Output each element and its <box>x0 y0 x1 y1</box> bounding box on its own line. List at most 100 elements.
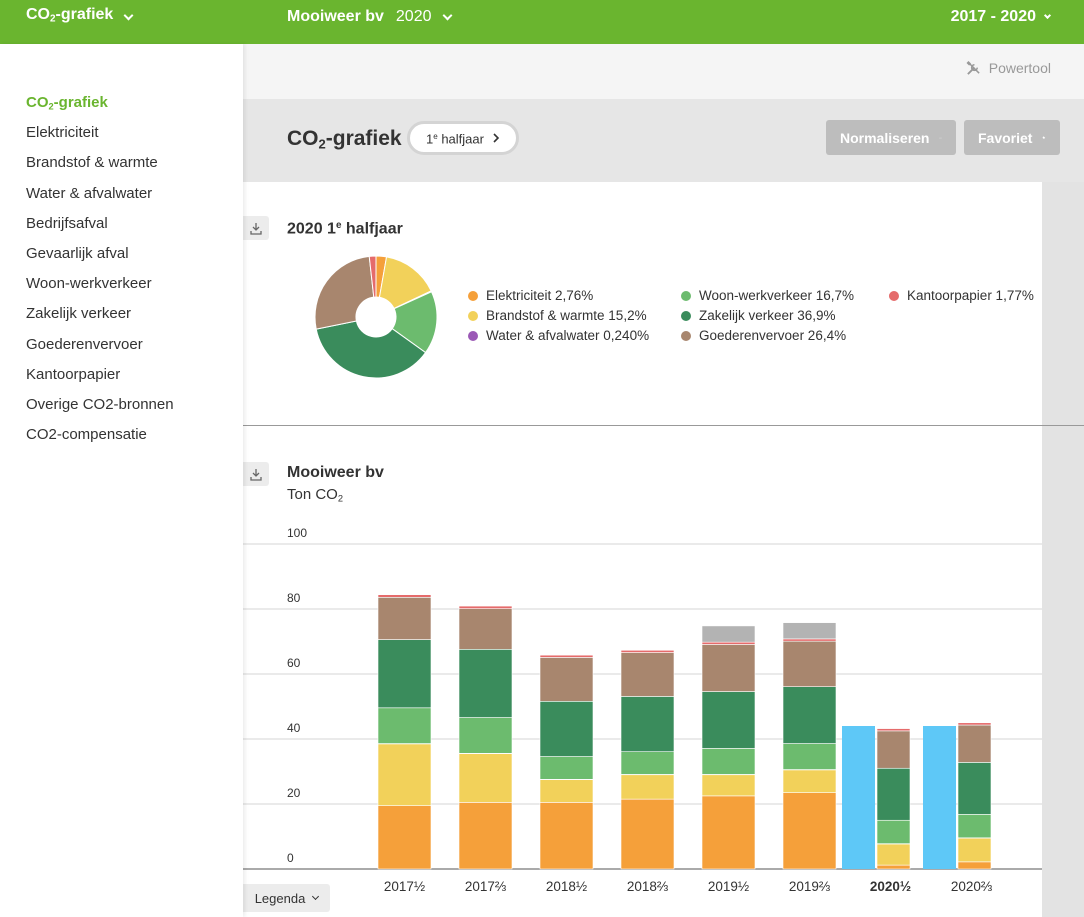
bar-segment-kantoorpapier[interactable] <box>701 641 756 645</box>
download-bar-button[interactable] <box>243 462 269 486</box>
sidebar-item-kantoorpapier[interactable]: Kantoorpapier <box>26 365 121 383</box>
bar-segment-woon-werkverkeer[interactable] <box>957 814 992 839</box>
y-tick-label: 100 <box>287 526 307 540</box>
bar-segment-kantoorpapier[interactable] <box>620 649 675 653</box>
legend-item-elektriciteit: Elektriciteit 2,76% <box>468 288 593 303</box>
bar-segment-goederenvervoer[interactable] <box>957 724 992 763</box>
legend-label: Kantoorpapier 1,77% <box>907 288 1034 303</box>
legend-item-woonwerk: Woon-werkverkeer 16,7% <box>681 288 854 303</box>
sidebar-item-zakelijk-verkeer[interactable]: Zakelijk verkeer <box>26 305 132 323</box>
sidebar-item-overige-co2-bronnen[interactable]: Overige CO2-bronnen <box>26 395 174 413</box>
bar-segment-brandstof-warmte[interactable] <box>377 743 432 806</box>
bar-segment-zakelijk-verkeer[interactable] <box>701 691 756 749</box>
bar-segment-goederenvervoer[interactable] <box>458 608 513 650</box>
pie-slice-zakelijk-verkeer[interactable] <box>315 320 427 379</box>
sidebar: CO2-grafiek Elektriciteit Brandstof & wa… <box>0 44 243 917</box>
bar-segment-zakelijk-verkeer[interactable] <box>957 762 992 815</box>
bar-segment-overige-co2-bronnen[interactable] <box>701 625 756 643</box>
bar-segment-brandstof-warmte[interactable] <box>620 774 675 800</box>
bar-segment-woon-werkverkeer[interactable] <box>458 717 513 754</box>
bar-segment-elektriciteit[interactable] <box>957 861 992 870</box>
sidebar-item-goederenvervoer[interactable]: Goederenvervoer <box>26 335 143 353</box>
sidebar-item-co2-compensatie[interactable]: CO2-compensatie <box>26 426 147 444</box>
sidebar-item-co2-grafiek[interactable]: CO2-grafiek <box>26 94 108 112</box>
normalize-button[interactable]: Normaliseren <box>826 120 956 155</box>
bar-segment-elektriciteit[interactable] <box>458 802 513 870</box>
bar-segment-elektriciteit[interactable] <box>620 798 675 870</box>
bar-chart: 0 20 40 60 80 100 2017½ 2017⅔ 2018½ 2018⅔ 2019½ 201… <box>243 526 1042 894</box>
download-icon <box>250 468 262 481</box>
bar-segment-brandstof-warmte[interactable] <box>458 753 513 803</box>
bar-segment-zakelijk-verkeer[interactable] <box>377 639 432 709</box>
bar-segment-overige-co2-bronnen[interactable] <box>782 622 837 640</box>
company-year-selector[interactable]: Mooiweer bv 2020 <box>287 0 452 34</box>
bar-segment-woon-werkverkeer[interactable] <box>539 756 594 780</box>
bar-compensatie[interactable] <box>842 726 875 869</box>
bar-segment-kantoorpapier[interactable] <box>876 728 911 732</box>
powertool-button[interactable]: Powertool <box>966 60 1051 76</box>
sidebar-item-gevaarlijk-afval[interactable]: Gevaarlijk afval <box>26 244 129 262</box>
bar-segment-woon-werkverkeer[interactable] <box>377 707 432 744</box>
bar-segment-kantoorpapier[interactable] <box>377 594 432 598</box>
bar-compensatie[interactable] <box>923 726 956 869</box>
bar-segment-kantoorpapier[interactable] <box>539 654 594 658</box>
range-selector[interactable]: 2017 - 2020 <box>950 0 1052 34</box>
bar-segment-goederenvervoer[interactable] <box>782 640 837 687</box>
bar-segment-goederenvervoer[interactable] <box>701 644 756 692</box>
sidebar-item-bedrijfsafval[interactable]: Bedrijfsafval <box>26 214 108 232</box>
favorite-button[interactable]: Favoriet <box>964 120 1060 155</box>
bar-segment-goederenvervoer[interactable] <box>377 597 432 640</box>
pie-slice-goederenvervoer[interactable] <box>314 255 375 330</box>
x-tick-label: 2017½ <box>384 879 425 894</box>
bar-segment-zakelijk-verkeer[interactable] <box>539 701 594 757</box>
period-label: 1e halfjaar <box>426 131 484 147</box>
bar-segment-zakelijk-verkeer[interactable] <box>458 649 513 718</box>
more-dots-icon <box>939 137 942 138</box>
chevron-down-icon <box>1043 11 1052 19</box>
bar-segment-zakelijk-verkeer[interactable] <box>620 696 675 752</box>
bar-segment-kantoorpapier[interactable] <box>782 638 837 642</box>
bar-segment-zakelijk-verkeer[interactable] <box>782 686 837 744</box>
bar-segment-brandstof-warmte[interactable] <box>876 843 911 866</box>
bar-segment-goederenvervoer[interactable] <box>539 657 594 702</box>
bar-segment-brandstof-warmte[interactable] <box>782 769 837 793</box>
module-selector[interactable]: CO2-grafiek <box>26 0 134 34</box>
bar-segment-elektriciteit[interactable] <box>539 802 594 870</box>
bar-segment-elektriciteit[interactable] <box>377 805 432 870</box>
chevron-down-icon <box>312 892 320 901</box>
sidebar-item-elektriciteit[interactable]: Elektriciteit <box>26 124 99 142</box>
pie-title: 2020 1e halfjaar <box>287 220 403 238</box>
sidebar-item-woon-werkverkeer[interactable]: Woon-werkverkeer <box>26 275 152 293</box>
bar-segment-woon-werkverkeer[interactable] <box>701 748 756 775</box>
bar-segment-woon-werkverkeer[interactable] <box>876 819 911 844</box>
chevron-down-icon <box>123 10 134 20</box>
range-value: 2017 - 2020 <box>950 8 1036 25</box>
legenda-toggle[interactable]: Legenda <box>243 884 330 912</box>
year-value: 2020 <box>395 8 432 25</box>
bar-segment-goederenvervoer[interactable] <box>620 652 675 697</box>
y-tick-label: 60 <box>287 656 301 670</box>
bar-segment-elektriciteit[interactable] <box>782 792 837 870</box>
bar-segment-zakelijk-verkeer[interactable] <box>876 767 911 821</box>
bar-segment-brandstof-warmte[interactable] <box>701 774 756 797</box>
bar-segment-elektriciteit[interactable] <box>701 795 756 870</box>
x-tick-label: 2020⅔ <box>951 879 992 894</box>
legend-item-brandstof: Brandstof & warmte 15,2% <box>468 308 647 323</box>
bar-segment-goederenvervoer[interactable] <box>876 730 911 769</box>
bar-segment-woon-werkverkeer[interactable] <box>620 751 675 775</box>
bar-segment-brandstof-warmte[interactable] <box>539 779 594 803</box>
bar-segment-kantoorpapier[interactable] <box>957 722 992 726</box>
pie-slice-kantoorpapier[interactable] <box>368 255 377 298</box>
download-pie-button[interactable] <box>243 216 269 240</box>
legend-label: Woon-werkverkeer 16,7% <box>699 288 855 303</box>
module-selector-label: CO2-grafiek <box>26 5 114 25</box>
bar-segment-woon-werkverkeer[interactable] <box>782 743 837 770</box>
period-selector[interactable]: 1e halfjaar <box>407 121 519 155</box>
sidebar-item-brandstof-warmte[interactable]: Brandstof & warmte <box>26 154 158 172</box>
legend-dot <box>681 330 691 341</box>
sidebar-item-water-afvalwater[interactable]: Water & afvalwater <box>26 184 153 202</box>
bar-segment-kantoorpapier[interactable] <box>458 605 513 609</box>
bar-segment-elektriciteit[interactable] <box>876 864 911 870</box>
bar-segment-brandstof-warmte[interactable] <box>957 837 992 863</box>
legend-item-zakelijk: Zakelijk verkeer 36,9% <box>681 308 836 323</box>
